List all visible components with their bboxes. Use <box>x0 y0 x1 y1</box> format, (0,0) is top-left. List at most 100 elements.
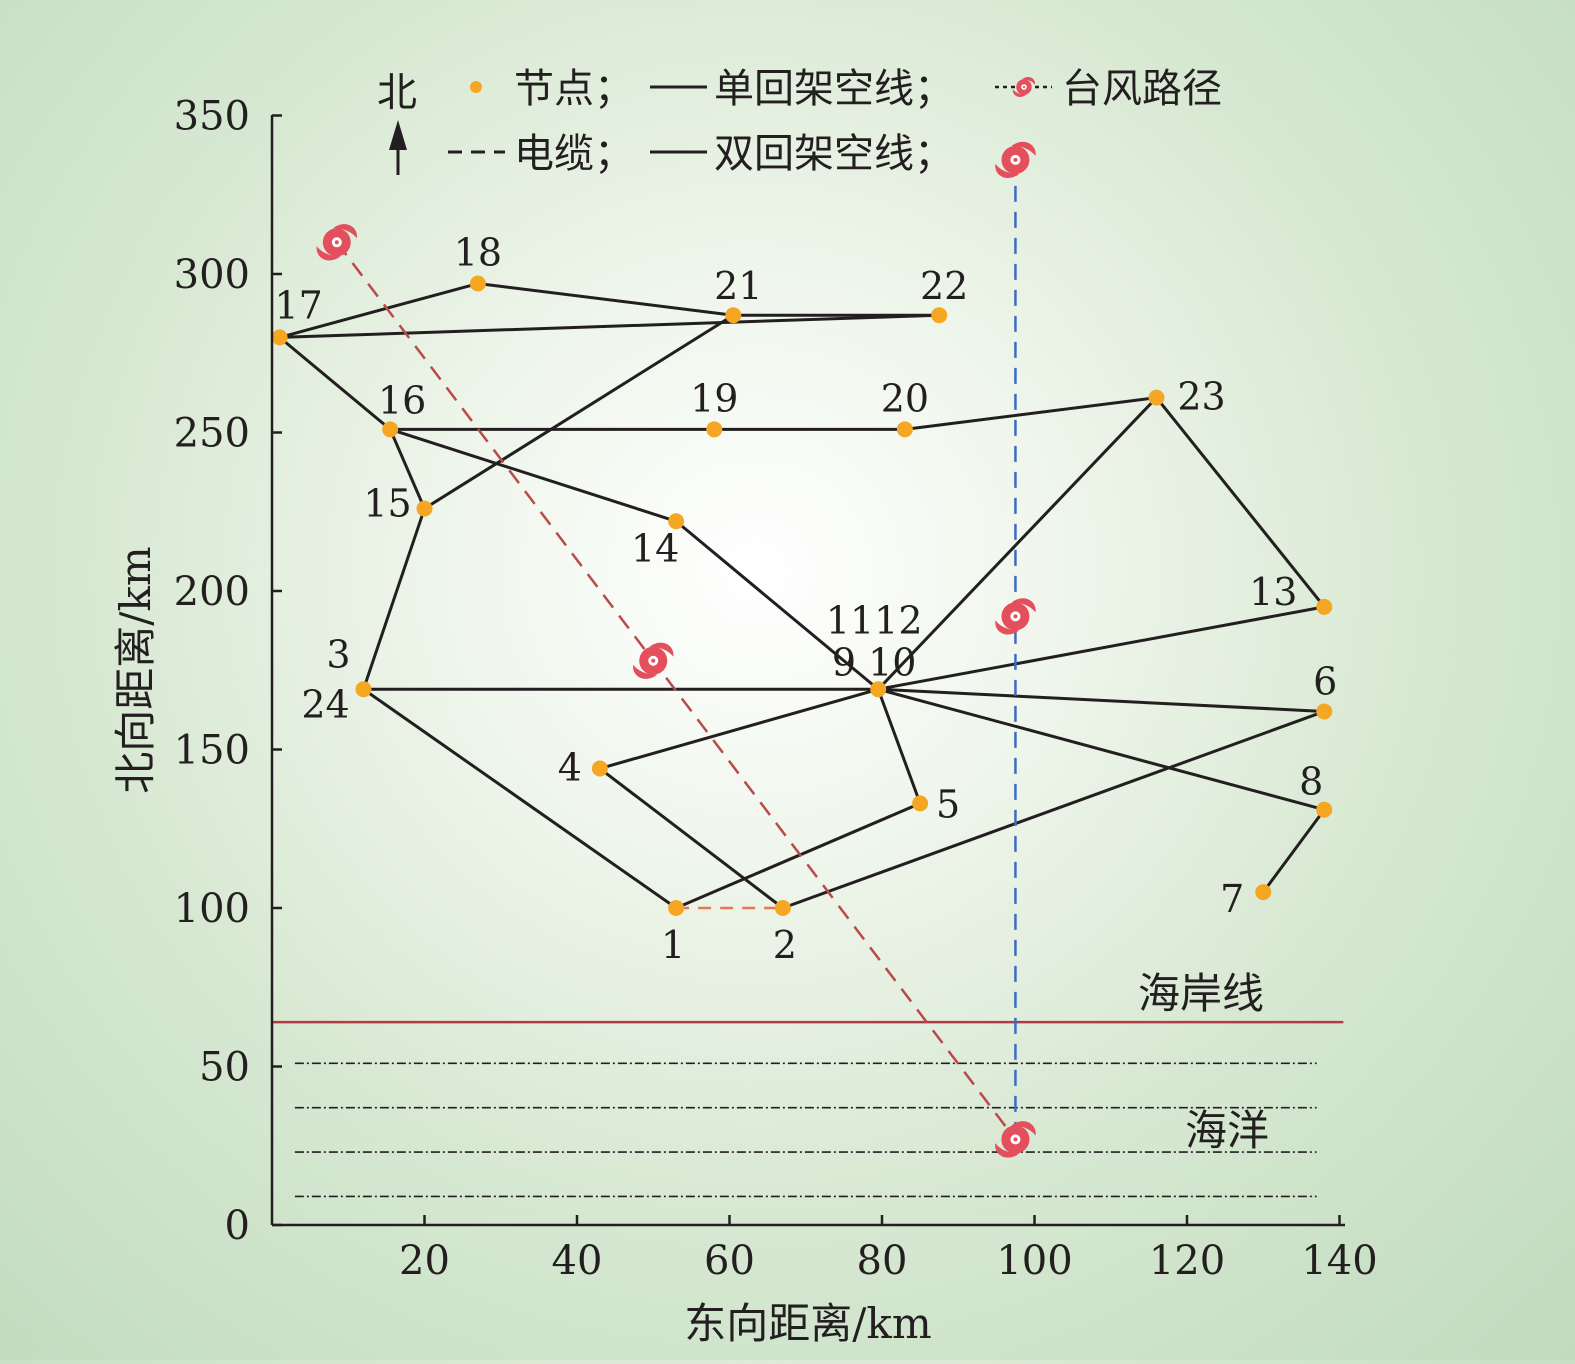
node-17-label: 17 <box>274 283 322 327</box>
overhead-line <box>782 710 1325 910</box>
overhead-line <box>388 428 426 510</box>
ocean-label: 海洋 <box>1185 1106 1269 1155</box>
typhoon-path-layer <box>316 141 1036 1158</box>
legend-cable-label: 电缆； <box>514 131 634 177</box>
y-tick-label: 0 <box>225 1203 250 1249</box>
x-axis-title: 东向距离/km <box>684 1299 931 1348</box>
north-label: 北 <box>377 70 417 116</box>
legend-node-marker <box>470 81 482 93</box>
node-20-marker <box>896 421 913 438</box>
typhoon-icon <box>316 224 358 261</box>
node-21-marker <box>725 307 742 324</box>
node-13-label: 13 <box>1249 570 1297 614</box>
node-14-label: 14 <box>631 526 679 570</box>
typhoon-glyph <box>995 598 1036 635</box>
overhead-line <box>279 313 940 339</box>
legend: 节点； 单回架空线； 台风路径 电缆； 双回架空线； <box>448 66 1222 177</box>
overhead-line <box>279 282 479 339</box>
legend-typhoon-label: 台风路径 <box>1062 66 1222 112</box>
overhead-line <box>675 802 921 910</box>
node-3-label: 3 <box>326 632 350 676</box>
node-21-label: 21 <box>714 264 762 308</box>
overhead-line <box>599 687 879 770</box>
overhead-line <box>278 336 392 431</box>
overhead-line <box>1262 808 1326 894</box>
typhoon-glyph <box>316 224 358 261</box>
node-layer <box>271 275 1333 916</box>
overhead-line <box>598 767 784 910</box>
node-23-label: 23 <box>1177 375 1225 419</box>
ocean-lines <box>294 1062 1317 1198</box>
y-axis-title: 北向距离/km <box>111 546 160 793</box>
node-4-label: 4 <box>558 746 582 790</box>
node-16-marker <box>382 421 399 438</box>
node-2-label: 2 <box>773 923 797 967</box>
overhead-line <box>878 687 1325 713</box>
node-15-label: 15 <box>363 482 411 526</box>
node-18-label: 18 <box>454 231 502 275</box>
y-tick-label: 250 <box>174 411 250 457</box>
overhead-line <box>877 605 1325 691</box>
legend-single-line-label: 单回架空线； <box>714 66 954 112</box>
y-tick-label: 100 <box>174 886 250 932</box>
typhoon-icon <box>995 598 1036 635</box>
node-15-marker <box>416 500 433 517</box>
node-1-label: 1 <box>661 923 685 967</box>
overhead-line <box>877 687 1325 812</box>
overhead-line <box>877 396 1158 691</box>
node-2-marker <box>774 900 791 916</box>
overhead-line <box>904 396 1157 431</box>
node-3-label: 24 <box>301 682 349 726</box>
node-1-marker <box>668 900 685 916</box>
node-5-marker <box>912 795 929 812</box>
node-14-marker <box>668 513 685 530</box>
typhoon-icon <box>633 642 674 679</box>
node-19-marker <box>706 421 723 438</box>
node-13-marker <box>1316 598 1333 615</box>
node-20-label: 20 <box>881 376 929 420</box>
typhoon-icon <box>995 141 1036 179</box>
node-9-marker <box>870 681 887 698</box>
node-5-label: 5 <box>936 782 960 826</box>
x-tick-label: 140 <box>1301 1238 1377 1284</box>
overhead-line <box>675 520 880 691</box>
overhead-line-layer <box>278 282 1326 910</box>
x-tick-label: 40 <box>552 1238 603 1284</box>
node-8-label: 8 <box>1299 760 1323 804</box>
x-tick-label: 60 <box>704 1238 755 1284</box>
overhead-line <box>362 688 677 910</box>
typhoon-glyph <box>633 642 674 679</box>
axes <box>270 115 1345 1227</box>
overhead-line <box>477 282 734 317</box>
overhead-line <box>362 508 426 690</box>
y-tick-label: 200 <box>174 569 250 615</box>
y-tick-label: 350 <box>174 94 250 140</box>
node-8-marker <box>1316 801 1333 818</box>
legend-node-label: 节点； <box>514 66 634 112</box>
typhoon-glyph <box>995 141 1036 179</box>
overhead-line <box>1155 396 1326 608</box>
node-22-marker <box>931 307 948 324</box>
y-tick-label: 300 <box>174 252 250 298</box>
node-16-label: 16 <box>378 378 426 422</box>
overhead-line <box>423 313 735 510</box>
node-18-marker <box>469 275 486 292</box>
legend-typhoon-icon <box>1012 77 1036 97</box>
y-tick-label: 150 <box>174 728 250 774</box>
north-arrow-icon <box>389 120 407 175</box>
compass: 北 <box>377 70 417 175</box>
node-7-marker <box>1255 884 1272 901</box>
node-6-label: 6 <box>1313 659 1337 703</box>
coastline-label: 海岸线 <box>1138 969 1264 1018</box>
node-9-label: 9 10 <box>832 640 917 684</box>
legend-double-line-label: 双回架空线； <box>714 131 954 177</box>
node-22-label: 22 <box>920 264 968 308</box>
x-tick-label: 80 <box>857 1238 908 1284</box>
x-tick-label: 120 <box>1149 1238 1225 1284</box>
node-17-marker <box>271 329 288 346</box>
x-tick-label: 100 <box>996 1238 1072 1284</box>
